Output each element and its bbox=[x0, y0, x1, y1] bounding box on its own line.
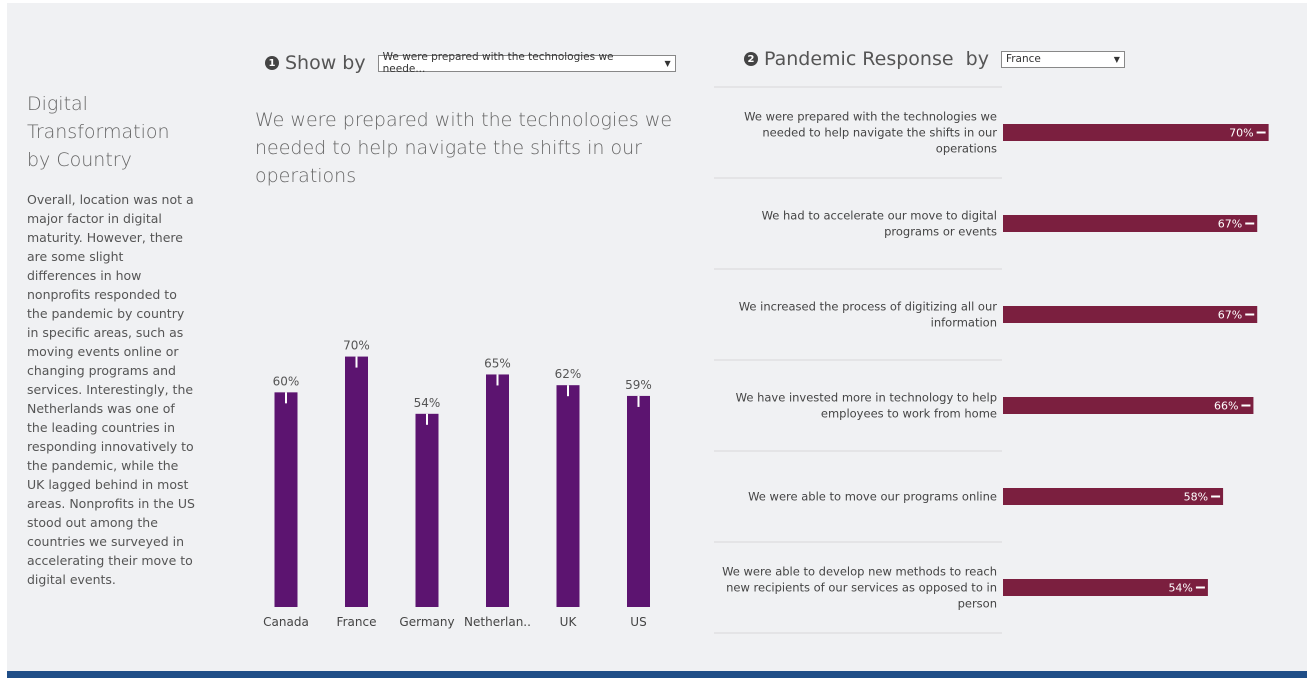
response-bar[interactable] bbox=[1003, 306, 1258, 323]
response-bar[interactable] bbox=[1003, 579, 1208, 596]
country-chart-title: We were prepared with the technologies w… bbox=[255, 109, 673, 187]
pandemic-response-control: 2 Pandemic Response by France ▼ bbox=[744, 48, 1125, 70]
response-category-label: We were able to develop new methods to r… bbox=[722, 565, 997, 611]
response-bar-value-label: 67% bbox=[1218, 218, 1242, 231]
country-bar[interactable] bbox=[274, 392, 298, 607]
response-category-label: We had to accelerate our move to digital… bbox=[762, 209, 997, 239]
show-by-dropdown[interactable]: We were prepared with the technologies w… bbox=[377, 51, 676, 75]
country-axis-label: France bbox=[337, 615, 377, 629]
country-axis-label: UK bbox=[560, 615, 578, 629]
show-by-selected: We were prepared with the technologies w… bbox=[382, 51, 614, 75]
response-category-label: We were able to move our programs online bbox=[748, 490, 997, 504]
country-bar[interactable] bbox=[627, 395, 650, 607]
country-bar-value-label: 59% bbox=[625, 378, 652, 392]
country-axis-label: Germany bbox=[399, 615, 454, 629]
response-bar-value-label: 58% bbox=[1184, 491, 1208, 504]
country-bar-value-label: 60% bbox=[273, 374, 300, 388]
response-bar[interactable] bbox=[1003, 124, 1269, 141]
country-bar[interactable] bbox=[345, 356, 368, 607]
country-axis-label: Netherlan.. bbox=[464, 615, 531, 629]
response-bar-value-label: 67% bbox=[1218, 309, 1242, 322]
country-bar[interactable] bbox=[486, 374, 509, 607]
bottom-bar bbox=[7, 671, 1307, 678]
country-bar-value-label: 62% bbox=[555, 367, 582, 381]
country-axis-label: US bbox=[630, 615, 646, 629]
left-panel-body: Overall, location was not a major factor… bbox=[27, 192, 195, 587]
country-axis-label: Canada bbox=[263, 615, 309, 629]
step-two-icon: 2 bbox=[744, 52, 758, 66]
dropdown-arrow-icon: ▼ bbox=[664, 58, 671, 68]
response-bar-value-label: 66% bbox=[1214, 400, 1238, 413]
country-bar[interactable] bbox=[415, 413, 439, 607]
dashboard-background bbox=[7, 3, 1307, 671]
response-category-label: We increased the process of digitizing a… bbox=[739, 300, 998, 330]
response-bar-value-label: 70% bbox=[1229, 127, 1253, 140]
response-category-label: We have invested more in technology to h… bbox=[736, 391, 997, 421]
dropdown-arrow-icon: ▼ bbox=[1113, 54, 1120, 64]
show-by-label: Show by bbox=[285, 52, 366, 74]
country-bar[interactable] bbox=[556, 385, 580, 607]
response-bar[interactable] bbox=[1003, 397, 1254, 414]
country-bar-chart: 60% Canada 70% France 54% Germany 65% Netherlan… bbox=[263, 339, 652, 629]
country-bar-value-label: 70% bbox=[343, 339, 370, 353]
step-one-icon: 1 bbox=[265, 56, 279, 70]
country-selected: France bbox=[1005, 53, 1041, 65]
response-bar-chart: 70% We were prepared with the technologie… bbox=[714, 86, 1269, 634]
show-by-control: 1 Show by We were prepared with the tech… bbox=[265, 51, 676, 75]
country-bar-value-label: 65% bbox=[484, 356, 511, 370]
response-category-label: We were prepared with the technologies w… bbox=[744, 110, 997, 156]
response-bar[interactable] bbox=[1003, 215, 1258, 232]
response-bar[interactable] bbox=[1003, 488, 1224, 505]
response-bar-value-label: 54% bbox=[1168, 582, 1192, 595]
pandemic-response-label: Pandemic Response by bbox=[764, 48, 989, 70]
country-bar-value-label: 54% bbox=[414, 396, 441, 410]
left-panel-title: Digital Transformation by Country bbox=[27, 93, 170, 171]
country-dropdown[interactable]: France ▼ bbox=[1000, 50, 1125, 68]
